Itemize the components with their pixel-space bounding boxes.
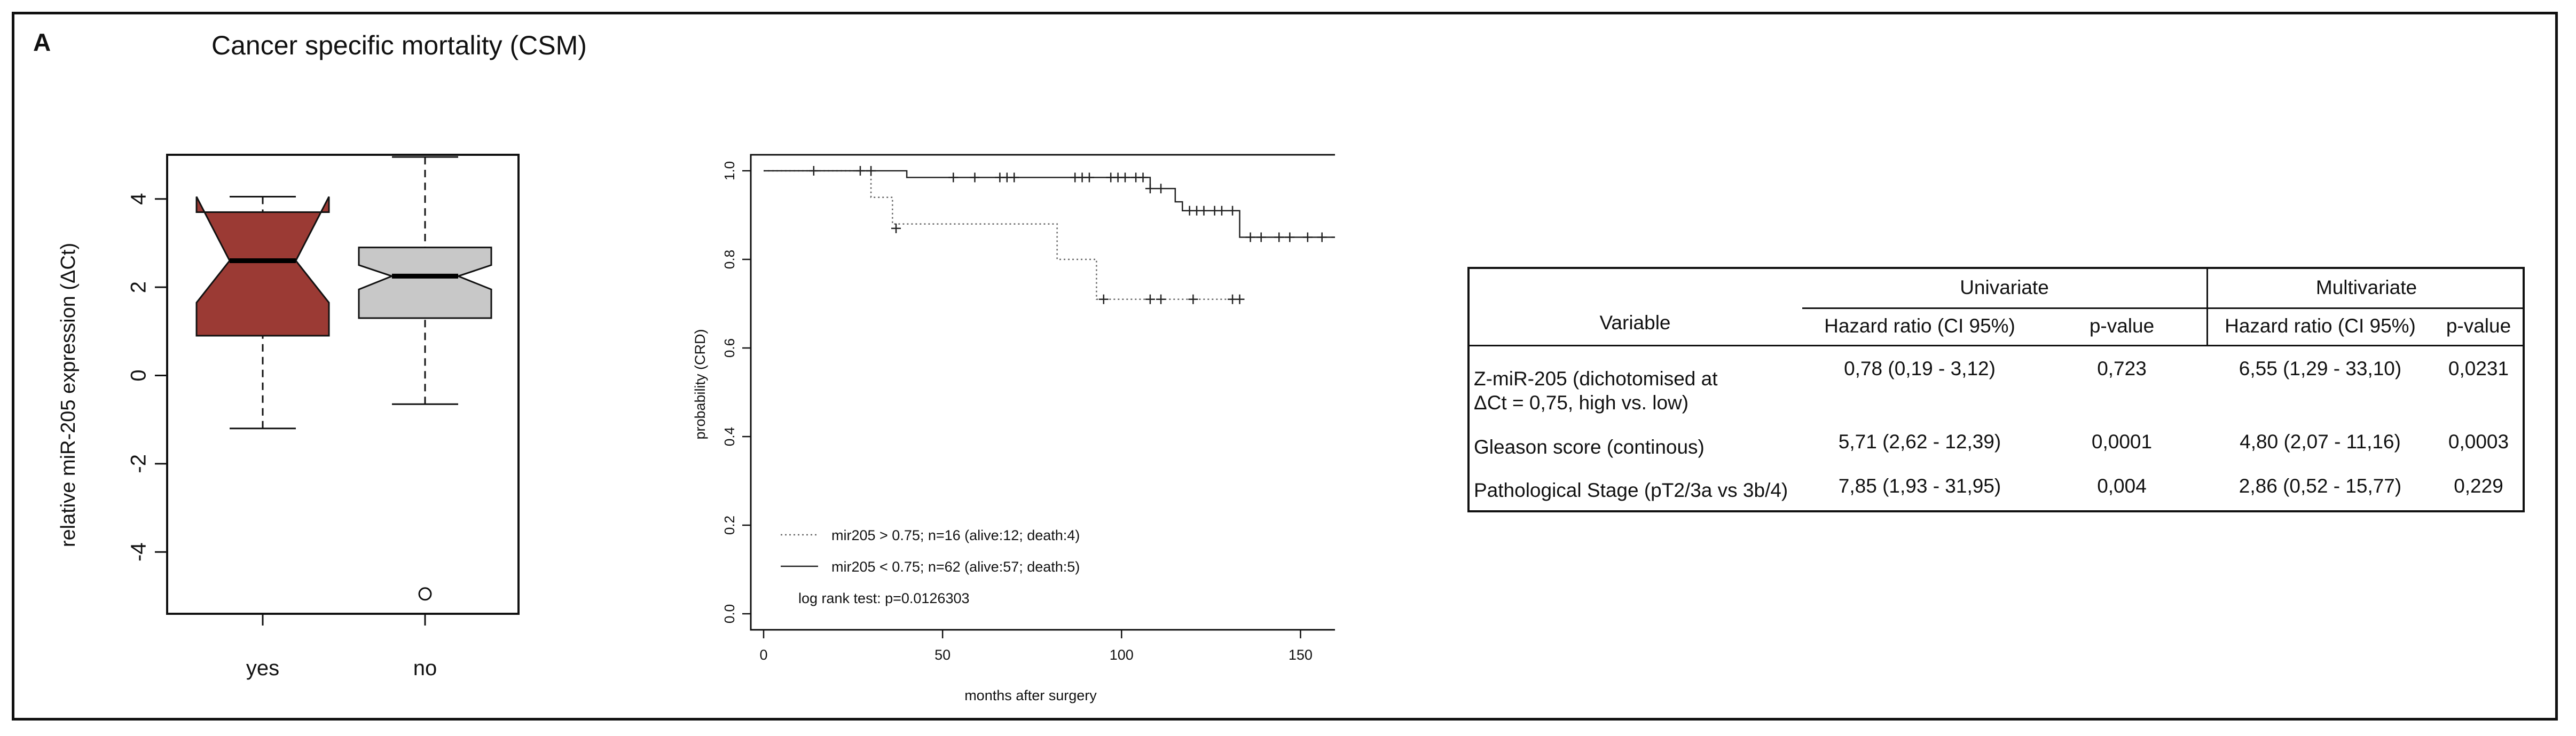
table-rule xyxy=(1470,345,2525,346)
km-censor-mark xyxy=(866,166,876,176)
km-censor-mark xyxy=(1009,172,1019,183)
boxplot-box-no xyxy=(358,247,492,319)
km-censor-mark xyxy=(1120,172,1130,183)
table-rule xyxy=(1802,307,2525,309)
table-cell: 4,80 (2,07 - 11,16) xyxy=(2240,431,2401,453)
table-cell: 0,229 xyxy=(2454,475,2503,497)
km-ytick-label: 0.0 xyxy=(721,604,737,623)
km-ylabel: probability (CRD) xyxy=(692,329,708,439)
km-legend-label-high: mir205 > 0.75; n=16 (alive:12; death:4) xyxy=(831,527,1080,543)
km-censor-mark xyxy=(1317,232,1327,242)
boxplot-ytick-label: -2 xyxy=(127,454,151,473)
km-ytick-label: 0.4 xyxy=(721,427,737,446)
km-censor-mark xyxy=(1245,232,1255,242)
km-xtick-label: 100 xyxy=(1110,647,1134,663)
km-xtick-label: 150 xyxy=(1289,647,1313,663)
km-censor-mark xyxy=(891,223,901,233)
km-censor-mark xyxy=(1098,294,1109,304)
km-censor-mark xyxy=(1285,232,1295,242)
km-censor-mark xyxy=(855,166,865,176)
km-censor-mark xyxy=(1235,294,1245,304)
km-censor-mark xyxy=(1188,294,1198,304)
km-censor-mark xyxy=(970,172,980,183)
km-censor-mark xyxy=(1156,294,1166,304)
km-curve-high xyxy=(764,170,1240,300)
boxplot-category-no: no xyxy=(413,656,437,680)
table-cell: 5,71 (2,62 - 12,39) xyxy=(1838,431,2001,453)
km-censor-mark xyxy=(1216,205,1227,216)
table-rule xyxy=(2206,269,2208,345)
table-header-p-uni: p-value xyxy=(2089,315,2155,337)
km-xtick-label: 50 xyxy=(934,647,951,663)
boxplot-chart: 4 2 0 -2 -4 relative miR-205 expression (ΔCt… xyxy=(57,154,520,680)
km-ytick-label: 0.8 xyxy=(721,250,737,269)
boxplot-ytick-label: -4 xyxy=(127,542,151,561)
table-cell: 0,0231 xyxy=(2448,358,2509,379)
table-cell: 6,55 (1,29 - 33,10) xyxy=(2239,358,2402,379)
table-cell: 0,0003 xyxy=(2448,431,2509,453)
table-cell: 0,0001 xyxy=(2091,431,2153,453)
table-group-univariate: Univariate xyxy=(1960,276,2049,298)
figure-frame xyxy=(12,12,2558,721)
km-censor-mark xyxy=(1145,184,1155,194)
km-ytick-label: 0.6 xyxy=(721,338,737,358)
table-cell: Z-miR-205 (dichotomised at xyxy=(1474,368,1718,390)
table-cell: 0,723 xyxy=(2097,358,2147,379)
km-censor-mark xyxy=(1228,205,1238,216)
km-censor-mark xyxy=(1274,232,1284,242)
boxplot-category-yes: yes xyxy=(246,656,279,680)
table-header-hr-uni: Hazard ratio (CI 95%) xyxy=(1824,315,2015,337)
km-censor-mark xyxy=(808,166,819,176)
table-cell: Pathological Stage (pT2/3a vs 3b/4) xyxy=(1474,479,1788,501)
table-header-hr-multi: Hazard ratio (CI 95%) xyxy=(2225,315,2416,337)
km-curve-low xyxy=(764,170,1335,238)
km-censor-mark xyxy=(1302,232,1313,242)
table-cell: 0,004 xyxy=(2097,475,2147,497)
km-censor-mark xyxy=(1084,172,1094,183)
km-annotation: log rank test: p=0.0126303 xyxy=(798,590,970,606)
km-censor-mark xyxy=(948,172,959,183)
boxplot-box-yes xyxy=(195,196,330,337)
km-xtick-label: 0 xyxy=(759,647,767,663)
table-cell: ΔCt = 0,75, high vs. low) xyxy=(1474,392,1689,414)
boxplot-ytick-label: 0 xyxy=(127,369,151,381)
hazard-ratio-table: Univariate Multivariate Variable Hazard … xyxy=(1467,267,2525,512)
km-censor-mark xyxy=(1331,236,1335,238)
km-ytick-label: 0.2 xyxy=(721,516,737,535)
km-censor-mark xyxy=(1145,294,1155,304)
boxplot-ylabel: relative miR-205 expression (ΔCt) xyxy=(57,243,80,547)
table-cell: 2,86 (0,52 - 15,77) xyxy=(2239,475,2402,497)
kaplan-meier-chart: 0.0 0.2 0.4 0.6 0.8 1.0 0 50 100 150 probability … xyxy=(692,154,1335,703)
table-header-variable: Variable xyxy=(1599,312,1671,334)
boxplot-plot-frame xyxy=(166,154,520,615)
table-group-multivariate: Multivariate xyxy=(2315,276,2417,298)
km-censor-mark xyxy=(1256,232,1266,242)
km-plot-frame xyxy=(750,154,1335,631)
boxplot-ytick-label: 2 xyxy=(127,281,151,293)
figure-title: Cancer specific mortality (CSM) xyxy=(211,30,587,60)
km-ytick-label: 1.0 xyxy=(721,161,737,180)
km-censor-mark xyxy=(1138,172,1148,183)
km-censor-mark xyxy=(1199,205,1209,216)
km-xlabel: months after surgery xyxy=(964,687,1097,703)
km-censor-mark xyxy=(1156,184,1166,194)
panel-label: A xyxy=(33,28,51,56)
km-legend-label-low: mir205 < 0.75; n=62 (alive:57; death:5) xyxy=(831,559,1080,575)
boxplot-ytick-label: 4 xyxy=(127,193,151,205)
table-cell: Gleason score (continous) xyxy=(1474,436,1705,458)
boxplot-outlier xyxy=(418,587,432,601)
table-header-p-multi: p-value xyxy=(2446,315,2511,337)
table-cell: 7,85 (1,93 - 31,95) xyxy=(1838,475,2001,497)
table-cell: 0,78 (0,19 - 3,12) xyxy=(1844,358,1996,379)
